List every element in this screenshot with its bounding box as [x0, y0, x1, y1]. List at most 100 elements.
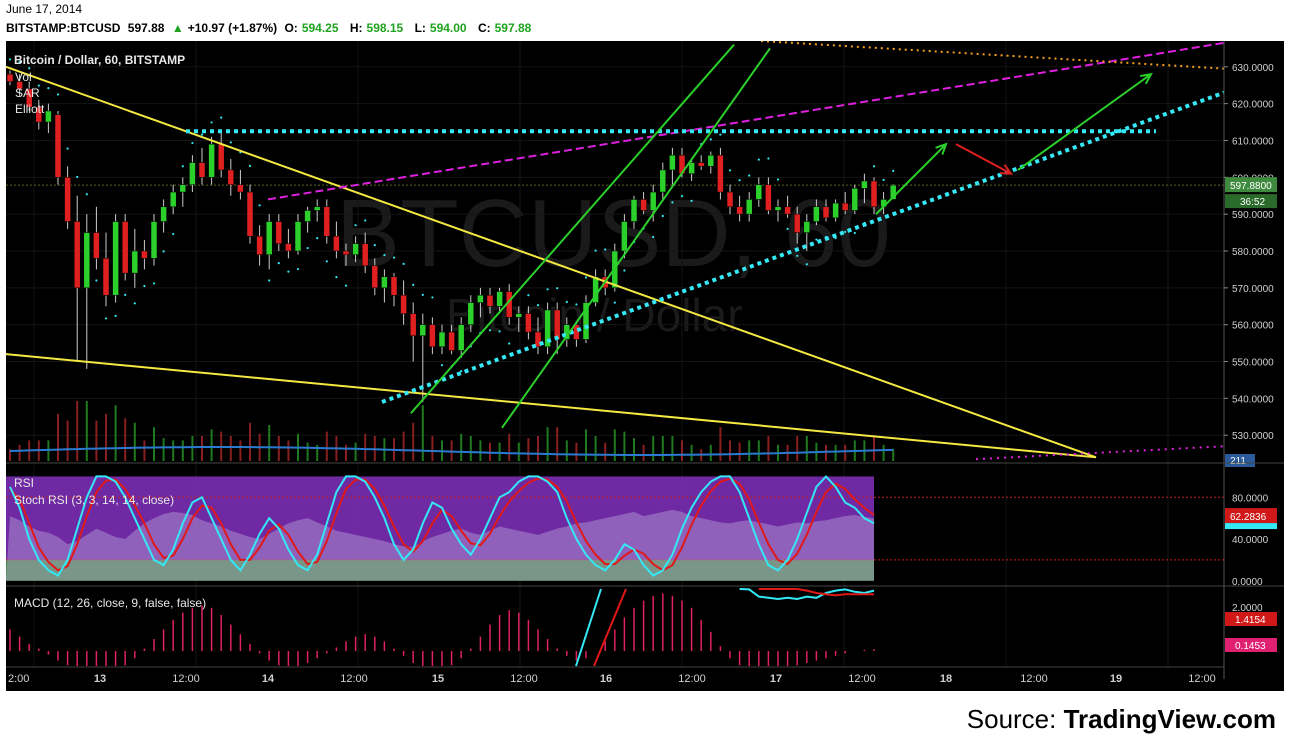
volume-bar	[421, 405, 424, 461]
price-tick-label: 580.0000	[1232, 247, 1274, 258]
candle-body	[669, 154, 676, 171]
volume-bar	[229, 436, 232, 461]
candle-body	[169, 191, 177, 208]
candle-body	[371, 265, 379, 289]
volume-bar	[76, 401, 79, 461]
volume-bar	[162, 438, 165, 461]
sar-dot	[575, 303, 578, 306]
time-tick-label: 15	[432, 673, 444, 685]
trend-drawings	[6, 41, 1225, 461]
stoch-rsi-title: Stoch RSI (3, 3, 14, 14, close)	[14, 493, 174, 507]
volume-bar	[306, 442, 309, 461]
sar-dot	[172, 232, 175, 236]
candle-body	[822, 206, 830, 219]
volume-bar	[585, 429, 587, 461]
volume-bar	[95, 420, 98, 461]
sar-dot	[527, 294, 530, 297]
sar-dot	[844, 230, 847, 233]
rsi-pane[interactable]: 80.0000 40.0000 0.0000 62.2836	[6, 474, 1277, 588]
yellow-support-line	[6, 353, 1097, 459]
indicator-label: Vol	[15, 70, 32, 84]
sar-dot	[210, 121, 213, 124]
candle-body	[333, 236, 340, 252]
sar-dot	[104, 317, 108, 320]
sar-dot	[18, 60, 21, 64]
candle-body	[659, 169, 667, 193]
time-axis[interactable]: 2:00 13 12:00 14 12:00 15 12:00 16 12:00 17 12:00 1…	[8, 673, 1216, 685]
candle-body	[621, 221, 628, 252]
green-channel-line	[410, 44, 735, 414]
candle-body	[745, 199, 753, 215]
sar-dot	[56, 93, 60, 96]
volume-bar	[748, 440, 751, 461]
candle-body	[496, 291, 503, 307]
sar-dot	[191, 141, 194, 145]
ohlc-bar: BITSTAMP:BTCUSD 597.88 ▲ +10.97 (+1.87%) …	[6, 21, 539, 35]
volume-bar	[469, 436, 472, 461]
candle-body	[275, 221, 283, 244]
stoch-oversold-band	[6, 559, 874, 581]
volume-bar	[738, 442, 741, 461]
volume-bar	[412, 422, 415, 461]
sar-dot	[316, 237, 319, 240]
candle-body	[294, 221, 302, 252]
sar-dot	[584, 276, 588, 279]
price-axis[interactable]: 630.0000620.0000610.0000600.0000590.0000…	[1224, 63, 1277, 467]
volume-bar	[873, 436, 875, 461]
candle-body	[381, 276, 388, 289]
chart-background	[6, 41, 1284, 691]
volume-bar	[402, 431, 405, 461]
sar-dot	[767, 157, 770, 160]
open-label: O:	[284, 21, 298, 35]
sar-dot	[133, 302, 136, 305]
volume-bar	[565, 440, 568, 461]
candle-body	[217, 143, 225, 171]
candle-body	[736, 206, 743, 215]
volume-bar	[671, 436, 674, 461]
candle-body	[400, 294, 407, 314]
source-name[interactable]: TradingView.com	[1063, 704, 1276, 734]
sar-dot	[37, 84, 40, 87]
symbol-label[interactable]: BITSTAMP:BTCUSD	[6, 21, 121, 35]
time-tick-label: 12:00	[1188, 673, 1216, 685]
macd-tick-label: 2.0000	[1232, 603, 1263, 614]
candle-body	[160, 206, 167, 222]
price-tick-label: 620.0000	[1232, 100, 1274, 111]
sar-dot	[709, 138, 712, 141]
chart-canvas[interactable]: BTCUSD, 60 Bitcoin / Dollar Bitcoin / Do…	[6, 41, 1284, 691]
candle-body	[304, 210, 311, 222]
candle-body	[477, 294, 484, 303]
candle-body	[313, 206, 321, 211]
stoch-band	[6, 476, 874, 560]
volume-bar	[287, 440, 290, 461]
volume-bar	[268, 425, 271, 461]
macd-signal-segment	[593, 588, 627, 667]
sar-dot	[440, 364, 444, 367]
volume-bar	[249, 422, 251, 461]
candle-body	[285, 243, 292, 252]
volume-bar	[325, 431, 328, 461]
volume-bar	[796, 436, 799, 461]
price-tick-label: 550.0000	[1232, 358, 1274, 369]
volume-bar	[527, 438, 530, 461]
green-channel-line	[501, 47, 771, 429]
candle-body	[515, 313, 523, 318]
macd-value-label: 1.4154	[1235, 615, 1266, 626]
volume-bar	[825, 444, 827, 461]
time-tick-label: 17	[770, 673, 782, 685]
volume-bar	[652, 436, 655, 461]
candle-body	[438, 331, 446, 348]
sar-dot	[229, 141, 232, 144]
candle-body	[582, 302, 590, 340]
sar-dot	[796, 254, 799, 257]
sar-dot	[258, 204, 261, 207]
sar-dot	[162, 250, 165, 253]
sar-dot	[719, 133, 722, 136]
time-tick-label: 14	[262, 673, 275, 685]
sar-dot	[460, 370, 463, 373]
sar-dot	[728, 169, 732, 172]
time-tick-label: 12:00	[1020, 673, 1048, 685]
volume-bar	[556, 427, 559, 461]
volume-bar	[517, 442, 520, 461]
